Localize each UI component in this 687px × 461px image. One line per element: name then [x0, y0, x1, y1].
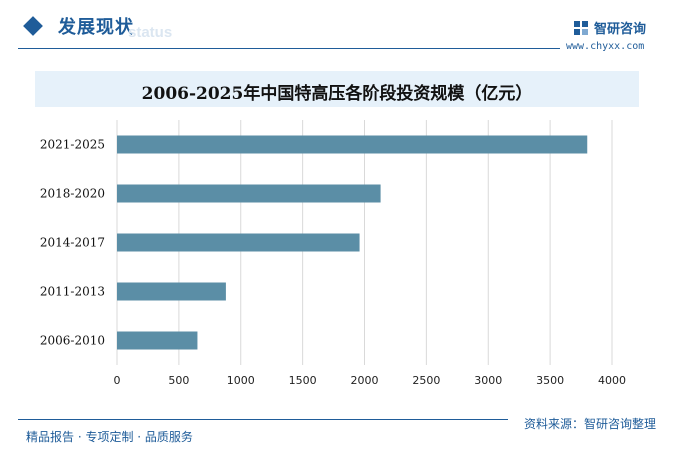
x-tick-label: 2500: [412, 374, 440, 387]
footer-divider: [18, 419, 508, 420]
diamond-icon: [23, 16, 43, 36]
category-label: 2014-2017: [40, 236, 105, 250]
section-title: 发展现状: [58, 17, 134, 38]
bar-chart: 0 500 1000 1500 2000 2500 3000 3500 4000 2021-202…: [40, 120, 626, 387]
category-label: 2021-2025: [40, 138, 105, 152]
x-tick-label: 3500: [536, 374, 564, 387]
bar: [117, 282, 226, 301]
chart-title: 2006-2025年中国特高压各阶段投资规模（亿元）: [141, 84, 533, 104]
category-label: 2018-2020: [40, 187, 105, 201]
bar: [117, 331, 198, 350]
brand-url: www.chyxx.com: [566, 41, 645, 52]
bar: [117, 184, 381, 203]
footer-tagline: 精品报告 · 专项定制 · 品质服务: [26, 430, 193, 444]
header-divider: [18, 48, 560, 49]
category-label: 2006-2010: [40, 334, 105, 348]
chart-title-box: 2006-2025年中国特高压各阶段投资规模（亿元）: [35, 71, 639, 107]
header: 发展现状 status 智研咨询 www.chyxx.com: [0, 0, 687, 60]
x-tick-label: 0: [114, 374, 121, 387]
x-tick-label: 1500: [289, 374, 317, 387]
x-tick-label: 3000: [474, 374, 502, 387]
x-tick-label: 500: [168, 374, 189, 387]
brand: 智研咨询: [573, 18, 646, 37]
x-tick-label: 1000: [227, 374, 255, 387]
section-subtitle: status: [128, 24, 173, 41]
category-label: 2011-2013: [40, 285, 105, 299]
bar: [117, 233, 360, 252]
x-tick-label: 2000: [351, 374, 379, 387]
brand-logo-icon: [574, 20, 588, 35]
bar: [117, 135, 588, 154]
footer-source: 资料来源：智研咨询整理: [524, 417, 657, 431]
x-tick-label: 4000: [598, 374, 626, 387]
brand-name: 智研咨询: [594, 22, 647, 37]
